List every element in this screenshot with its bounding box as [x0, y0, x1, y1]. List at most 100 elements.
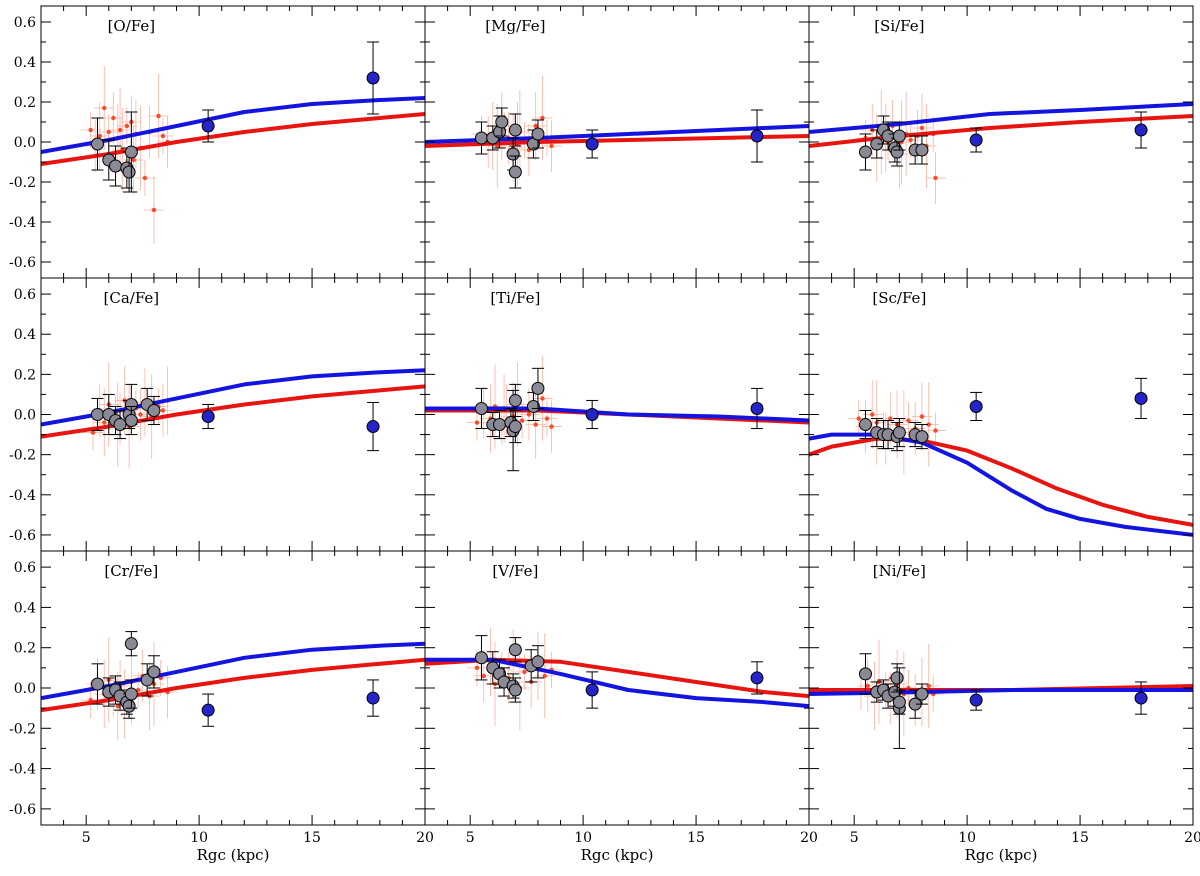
y-tick-label: 0.2 — [14, 367, 36, 383]
plot-area — [809, 90, 1193, 204]
blue-model-curve — [425, 124, 809, 144]
open-cluster-point — [750, 129, 764, 143]
y-tick-label: -0.2 — [9, 721, 36, 737]
inner-cluster-point — [474, 651, 488, 665]
open-cluster-point — [201, 410, 215, 424]
inner-cluster-point — [124, 687, 138, 701]
x-axis-label: Rgc (kpc) — [965, 846, 1038, 864]
field-star-point — [926, 422, 931, 427]
y-tick-label: 0.0 — [14, 681, 36, 697]
inner-cluster-point — [124, 637, 138, 651]
inner-cluster-point — [531, 381, 545, 395]
inner-cluster-point — [508, 420, 522, 434]
y-tick-label: -0.6 — [9, 528, 36, 544]
field-star-point — [88, 127, 93, 133]
x-tick-label: 15 — [303, 830, 321, 846]
x-tick-label: 5 — [82, 830, 91, 846]
inner-cluster-point — [531, 127, 545, 141]
panel-cafe: -0.6 -0.4 -0.2 0.0 0.2 0.4 0.6 [Ca/Fe] — [9, 277, 426, 552]
open-cluster-point — [366, 691, 380, 705]
inner-cluster-point — [493, 418, 507, 432]
blue-model-curve — [425, 657, 809, 709]
open-cluster-point — [201, 703, 215, 717]
field-star-point — [533, 422, 538, 427]
inner-cluster-point — [122, 165, 136, 179]
plot-area — [41, 41, 425, 244]
blue-model-curve — [809, 102, 1193, 134]
field-star-point — [160, 133, 166, 139]
panel-scfe: [Sc/Fe] — [808, 277, 1194, 552]
x-axis-label: Rgc (kpc) — [581, 846, 654, 864]
open-cluster-point — [1134, 391, 1148, 405]
y-tick-label: 0.6 — [14, 15, 36, 31]
open-cluster-point — [585, 137, 599, 151]
field-star-point — [138, 412, 143, 417]
panel-ofe: -0.6 -0.4 -0.2 0.0 0.2 0.4 0.6 [O/Fe] — [9, 5, 426, 279]
x-tick-label: 10 — [190, 830, 208, 846]
x-tick-label: 20 — [800, 830, 818, 846]
inner-cluster-point — [90, 677, 104, 691]
panel-title: [Ca/Fe] — [104, 289, 160, 307]
open-cluster-point — [366, 71, 380, 85]
inner-cluster-point — [474, 401, 488, 415]
y-tick-label: 0.6 — [14, 560, 36, 576]
x-tick-label: 20 — [416, 830, 434, 846]
red-model-curve — [809, 114, 1193, 148]
inner-cluster-point — [892, 129, 906, 143]
field-star-point — [926, 683, 931, 689]
panel-title: [Si/Fe] — [874, 17, 924, 35]
inner-cluster-point — [508, 123, 522, 137]
field-star-point — [526, 412, 532, 417]
inner-cluster-point — [890, 145, 904, 159]
field-star-point — [856, 416, 861, 421]
field-star-point — [919, 414, 925, 419]
inner-cluster-point — [506, 147, 520, 161]
x-tick-label: 20 — [1184, 830, 1200, 846]
inner-cluster-point — [915, 430, 929, 444]
field-star-point — [474, 665, 480, 671]
field-star-point — [117, 127, 123, 133]
inner-cluster-point — [881, 129, 895, 143]
field-star-point — [540, 396, 545, 401]
open-cluster-point — [585, 683, 599, 697]
x-tick-label: 5 — [466, 830, 475, 846]
x-tick-label: 15 — [1071, 830, 1089, 846]
open-cluster-point — [1134, 691, 1148, 705]
y-tick-label: -0.4 — [9, 215, 36, 231]
panel-nife: 5 10 15 20 Rgc (kpc) [Ni/Fe] — [808, 550, 1200, 864]
panel-frame — [808, 5, 1194, 279]
field-star-point — [906, 418, 911, 423]
field-star-point — [908, 137, 913, 143]
plot-area — [41, 362, 425, 469]
y-tick-label: 0.0 — [14, 135, 36, 151]
inner-cluster-point — [892, 426, 906, 440]
y-tick-label: 0.6 — [14, 287, 36, 303]
field-star-point — [870, 412, 875, 417]
open-cluster-point — [969, 399, 983, 413]
y-tick-label: 0.0 — [14, 408, 36, 424]
y-tick-label: 0.2 — [14, 95, 36, 111]
field-star-point — [919, 125, 925, 131]
inner-cluster-point — [109, 159, 123, 173]
field-star-point — [106, 129, 111, 135]
field-star-point — [151, 207, 157, 213]
y-tick-label: 0.4 — [14, 600, 36, 616]
panel-mgfe: [Mg/Fe] — [424, 5, 810, 279]
y-tick-label: -0.2 — [9, 448, 36, 464]
field-star-point — [142, 175, 148, 181]
inner-cluster-point — [890, 671, 904, 685]
panel-tife: [Ti/Fe] — [424, 277, 810, 552]
y-tick-label: 0.2 — [14, 641, 36, 657]
x-tick-label: 5 — [850, 830, 859, 846]
x-tick-label: 15 — [687, 830, 705, 846]
inner-cluster-point — [508, 165, 522, 179]
x-tick-label: 10 — [574, 830, 592, 846]
field-star-point — [544, 416, 550, 421]
inner-cluster-point — [915, 143, 929, 157]
field-star-point — [540, 115, 545, 121]
field-star-point — [933, 428, 938, 433]
x-tick-label: 10 — [958, 830, 976, 846]
inner-cluster-point — [124, 414, 138, 428]
inner-cluster-point — [858, 145, 872, 159]
